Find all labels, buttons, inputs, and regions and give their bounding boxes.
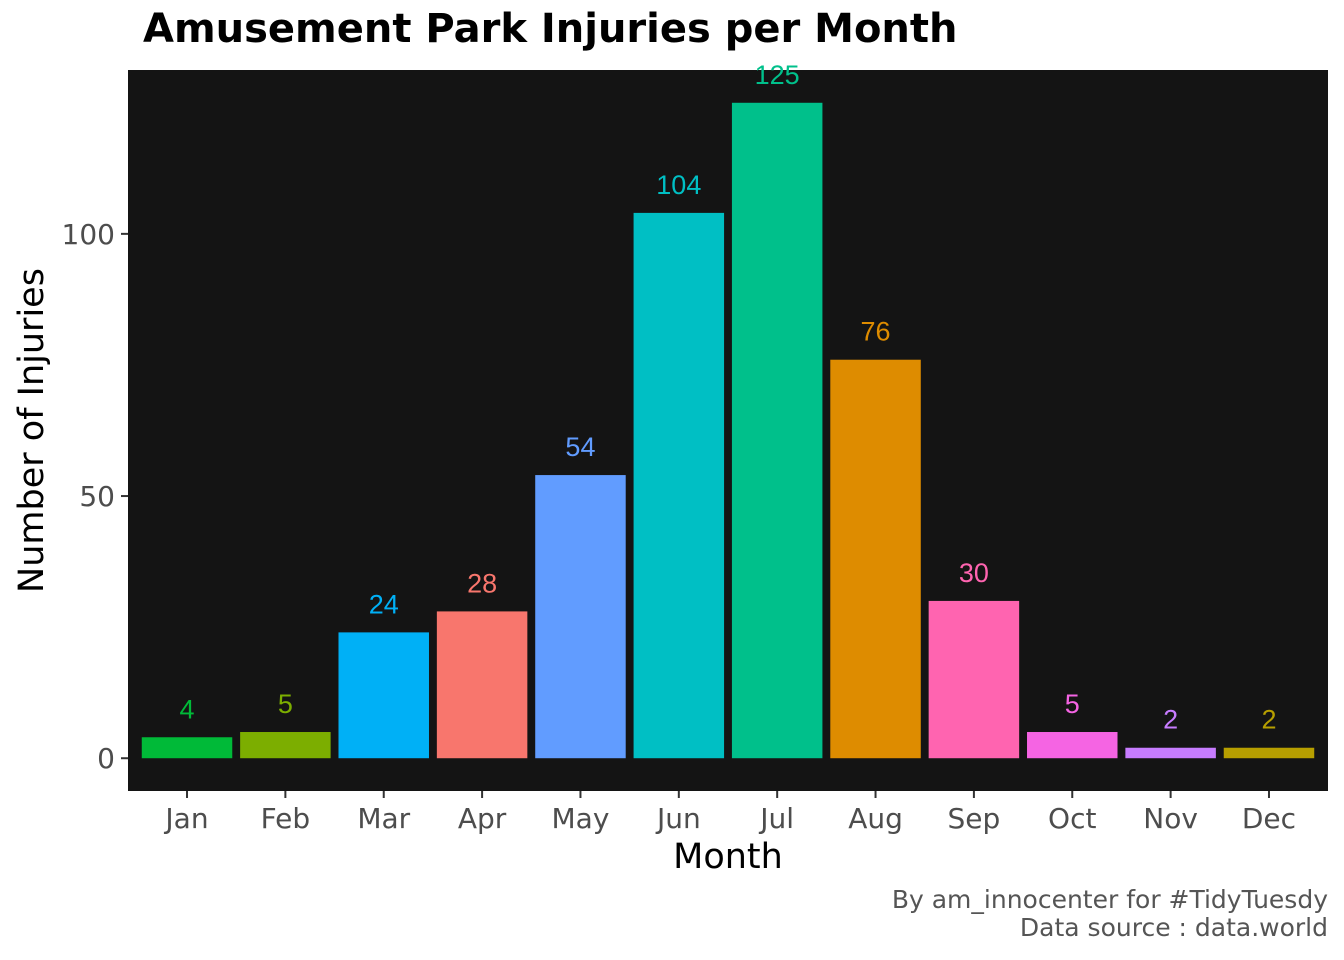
bar-oct bbox=[1027, 732, 1118, 759]
bar-mar bbox=[338, 632, 429, 759]
caption-author: By am_innocenter for #TidyTuesdy bbox=[891, 885, 1328, 914]
caption-source: Data source : data.world bbox=[1019, 913, 1328, 942]
bar-dec bbox=[1223, 747, 1315, 759]
x-tick-label-nov: Nov bbox=[1143, 802, 1198, 835]
x-tick-label-jan: Jan bbox=[163, 802, 208, 835]
x-tick-label-dec: Dec bbox=[1242, 802, 1296, 835]
x-axis-title: Month bbox=[673, 837, 783, 877]
plot-panel bbox=[128, 70, 1328, 791]
bar-nov bbox=[1125, 747, 1216, 759]
bars-group bbox=[141, 102, 1315, 759]
data-label-oct: 5 bbox=[1065, 689, 1080, 719]
bar-feb bbox=[240, 732, 331, 759]
data-label-jun: 104 bbox=[656, 170, 701, 200]
data-label-sep: 30 bbox=[959, 558, 989, 588]
x-tick-label-sep: Sep bbox=[948, 802, 1001, 835]
y-tick-label-0: 0 bbox=[97, 742, 115, 775]
x-tick-label-feb: Feb bbox=[261, 802, 311, 835]
x-tick-label-apr: Apr bbox=[458, 802, 507, 835]
y-axis-title: Number of Injuries bbox=[12, 268, 52, 593]
chart-title: Amusement Park Injuries per Month bbox=[143, 6, 958, 52]
data-label-aug: 76 bbox=[861, 317, 891, 347]
data-label-feb: 5 bbox=[278, 689, 293, 719]
bar-jun bbox=[633, 212, 725, 759]
y-tick-label-50: 50 bbox=[79, 480, 115, 513]
data-label-nov: 2 bbox=[1163, 705, 1178, 735]
data-label-apr: 28 bbox=[467, 568, 497, 598]
y-tick-label-100: 100 bbox=[62, 218, 115, 251]
data-label-jul: 125 bbox=[755, 60, 800, 90]
bar-jul bbox=[731, 102, 823, 759]
x-tick-label-aug: Aug bbox=[848, 802, 903, 835]
bar-jan bbox=[141, 737, 233, 759]
data-label-jan: 4 bbox=[180, 694, 195, 724]
x-axis: Jan Feb Mar Apr May Jun Jul Aug Sep Oct Nov Dec bbox=[163, 791, 1296, 835]
bar-sep bbox=[928, 600, 1020, 759]
data-labels-group: 4 5 24 28 54 104 125 76 30 5 2 2 bbox=[180, 60, 1277, 735]
bar-apr bbox=[436, 611, 528, 759]
x-tick-label-jul: Jul bbox=[758, 802, 794, 835]
caption: By am_innocenter for #TidyTuesdy Data so… bbox=[892, 886, 1328, 942]
bar-aug bbox=[830, 359, 921, 759]
x-tick-label-oct: Oct bbox=[1048, 802, 1096, 835]
data-label-mar: 24 bbox=[369, 589, 399, 619]
y-axis: 0 50 100 bbox=[62, 218, 128, 775]
data-label-may: 54 bbox=[565, 432, 595, 462]
data-label-dec: 2 bbox=[1261, 705, 1276, 735]
x-tick-label-jun: Jun bbox=[655, 802, 701, 835]
x-tick-label-may: May bbox=[552, 802, 610, 835]
x-tick-label-mar: Mar bbox=[357, 802, 410, 835]
bar-may bbox=[535, 475, 626, 759]
